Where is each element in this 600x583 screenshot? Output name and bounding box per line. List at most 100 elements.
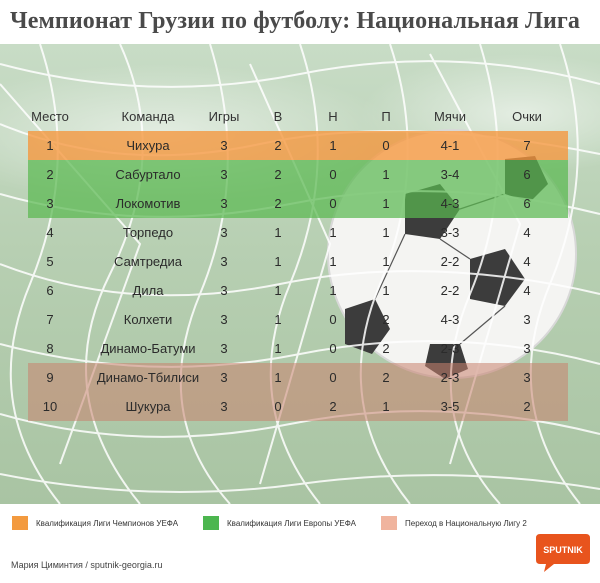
column-header-wins: В (273, 108, 283, 124)
legend: Квалификация Лиги Чемпионов УЕФА Квалифи… (0, 516, 600, 536)
place-cell: 1 (46, 138, 54, 153)
table-row: 7 Колхети 3 1 0 2 4-3 3 (28, 305, 568, 334)
legend-item-champions-league: Квалификация Лиги Чемпионов УЕФА (12, 516, 178, 530)
losses-cell: 1 (382, 399, 390, 414)
draws-cell: 0 (329, 341, 337, 356)
goals-cell: 2-2 (440, 283, 460, 298)
goals-cell: 2-3 (440, 341, 460, 356)
losses-cell: 0 (382, 138, 390, 153)
team-cell: Шукура (125, 399, 171, 414)
column-header-points: Очки (512, 108, 542, 124)
column-header-goals: Мячи (434, 108, 466, 124)
table-row: 5 Самтредиа 3 1 1 1 2-2 4 (28, 247, 568, 276)
place-cell: 5 (46, 254, 54, 269)
games-cell: 3 (220, 312, 228, 327)
legend-label: Квалификация Лиги Европы УЕФА (227, 518, 356, 528)
wins-cell: 1 (274, 312, 282, 327)
team-cell: Самтредиа (114, 254, 182, 269)
points-cell: 7 (523, 138, 531, 153)
legend-swatch (12, 516, 28, 530)
draws-cell: 1 (329, 138, 337, 153)
games-cell: 3 (220, 341, 228, 356)
team-cell: Чихура (126, 138, 170, 153)
table-row: 8 Динамо-Батуми 3 1 0 2 2-3 3 (28, 334, 568, 363)
table-row: 6 Дила 3 1 1 1 2-2 4 (28, 276, 568, 305)
wins-cell: 1 (274, 283, 282, 298)
draws-cell: 0 (329, 196, 337, 211)
goals-cell: 4-3 (440, 196, 460, 211)
draws-cell: 0 (329, 167, 337, 182)
place-cell: 7 (46, 312, 54, 327)
place-cell: 9 (46, 370, 54, 385)
goals-cell: 2-3 (440, 370, 460, 385)
legend-item-europa-league: Квалификация Лиги Европы УЕФА (203, 516, 356, 530)
table-row: 9 Динамо-Тбилиси 3 1 0 2 2-3 3 (28, 363, 568, 392)
table-header: Место Команда Игры В Н П Мячи Очки (28, 101, 568, 131)
losses-cell: 2 (382, 341, 390, 356)
legend-item-relegation: Переход в Национальную Лигу 2 (381, 516, 527, 530)
goals-cell: 3-4 (440, 167, 460, 182)
place-cell: 10 (42, 399, 58, 414)
wins-cell: 2 (274, 138, 282, 153)
games-cell: 3 (220, 225, 228, 240)
author-credit: Мария Циминтия / sputnik-georgia.ru (11, 560, 163, 570)
points-cell: 3 (523, 312, 531, 327)
games-cell: 3 (220, 138, 228, 153)
goals-cell: 3-5 (440, 399, 460, 414)
legend-swatch (203, 516, 219, 530)
goals-cell: 4-1 (440, 138, 460, 153)
logo-text: SPUTNIK (543, 545, 583, 555)
table-row: 10 Шукура 3 0 2 1 3-5 2 (28, 392, 568, 421)
losses-cell: 1 (382, 225, 390, 240)
points-cell: 3 (523, 341, 531, 356)
games-cell: 3 (220, 254, 228, 269)
column-header-games: Игры (208, 108, 240, 124)
table-row: 4 Торпедо 3 1 1 1 3-3 4 (28, 218, 568, 247)
games-cell: 3 (220, 283, 228, 298)
place-cell: 8 (46, 341, 54, 356)
draws-cell: 2 (329, 399, 337, 414)
games-cell: 3 (220, 167, 228, 182)
page-title: Чемпионат Грузии по футболу: Национальна… (10, 8, 581, 34)
losses-cell: 1 (382, 283, 390, 298)
draws-cell: 1 (329, 254, 337, 269)
standings-table: Место Команда Игры В Н П Мячи Очки 1 Чиху… (28, 101, 568, 421)
team-cell: Сабуртало (115, 167, 181, 182)
losses-cell: 1 (382, 196, 390, 211)
column-header-draws: Н (328, 108, 338, 124)
wins-cell: 1 (274, 254, 282, 269)
wins-cell: 1 (274, 341, 282, 356)
table-row: 1 Чихура 3 2 1 0 4-1 7 (28, 131, 568, 160)
wins-cell: 0 (274, 399, 282, 414)
wins-cell: 2 (274, 167, 282, 182)
wins-cell: 2 (274, 196, 282, 211)
goals-cell: 4-3 (440, 312, 460, 327)
losses-cell: 2 (382, 312, 390, 327)
points-cell: 4 (523, 283, 531, 298)
column-header-losses: П (381, 108, 391, 124)
losses-cell: 1 (382, 167, 390, 182)
points-cell: 3 (523, 370, 531, 385)
games-cell: 3 (220, 196, 228, 211)
points-cell: 4 (523, 225, 531, 240)
team-cell: Динамо-Батуми (100, 341, 196, 356)
points-cell: 6 (523, 167, 531, 182)
games-cell: 3 (220, 399, 228, 414)
legend-label: Переход в Национальную Лигу 2 (405, 518, 527, 528)
draws-cell: 0 (329, 312, 337, 327)
place-cell: 4 (46, 225, 54, 240)
place-cell: 6 (46, 283, 54, 298)
team-cell: Локомотив (115, 196, 181, 211)
column-header-team: Команда (121, 108, 175, 124)
points-cell: 4 (523, 254, 531, 269)
place-cell: 3 (46, 196, 54, 211)
team-cell: Колхети (123, 312, 173, 327)
place-cell: 2 (46, 167, 54, 182)
legend-swatch (381, 516, 397, 530)
losses-cell: 2 (382, 370, 390, 385)
column-header-place: Место (31, 108, 69, 124)
draws-cell: 1 (329, 225, 337, 240)
games-cell: 3 (220, 370, 228, 385)
wins-cell: 1 (274, 370, 282, 385)
